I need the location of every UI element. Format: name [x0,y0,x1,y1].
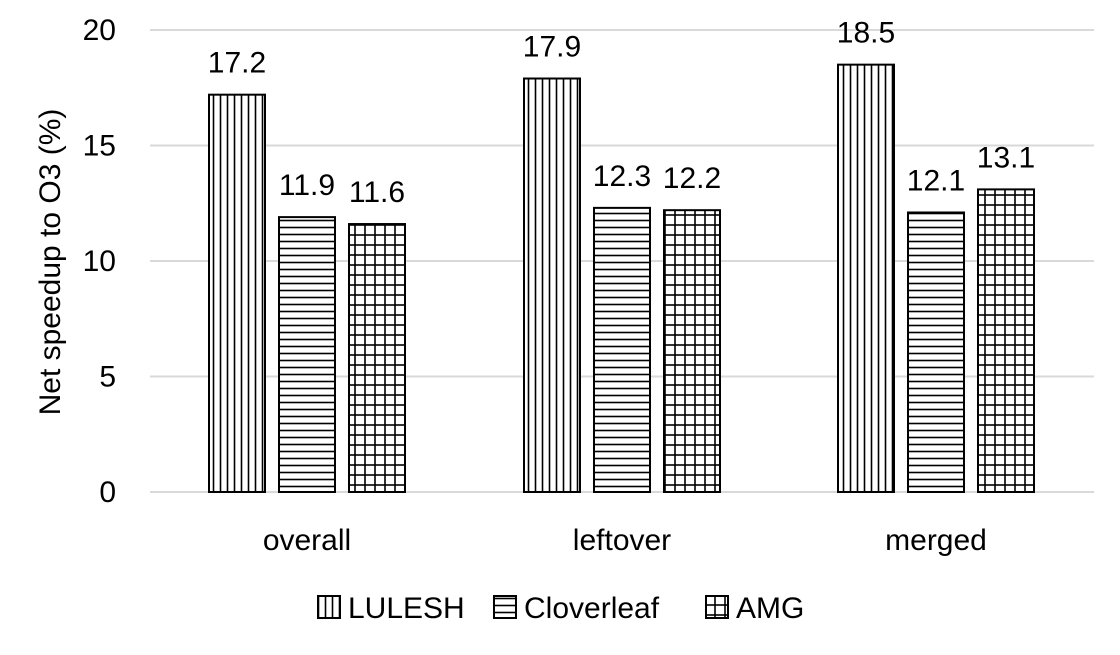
data-label: 12.2 [663,162,721,195]
y-axis-title: Net speedup to O3 (%) [34,109,67,416]
x-axis-categories: overall leftover merged [263,524,987,557]
bar-lulesh-overall [208,93,266,494]
legend-swatch [705,595,729,619]
bar-cloverleaf-merged [907,211,965,494]
data-label: 11.9 [279,169,335,202]
bar-lulesh-merged [837,63,895,494]
data-label: 13.1 [977,141,1035,174]
bars [208,63,1035,494]
y-tick-label: 20 [83,14,116,47]
legend-item-amg: AMG [705,592,804,625]
bar-lulesh-leftover [523,77,581,493]
x-category-label: leftover [573,524,671,557]
legend-label: LULESH [348,592,465,625]
y-tick-label: 0 [99,476,116,509]
y-tick-label: 5 [99,361,116,394]
bar-cloverleaf-overall [278,216,336,494]
y-tick-label: 15 [83,130,116,163]
y-axis-ticks: 0 5 10 15 20 [83,14,116,509]
data-label: 17.2 [208,47,266,80]
bar-amg-leftover [663,209,721,493]
y-tick-label: 10 [83,245,116,278]
legend-label: AMG [736,592,804,625]
bar-amg-merged [977,188,1035,493]
data-labels: 17.2 17.9 18.5 11.9 12.3 12.1 11.6 12.2 13.1 [208,17,1035,209]
legend-label: Cloverleaf [524,592,660,625]
data-label: 11.6 [349,176,405,209]
bar-cloverleaf-leftover [593,206,651,493]
legend-swatch [317,595,341,619]
data-label: 12.3 [593,160,651,193]
bar-amg-overall [348,223,406,493]
legend-item-cloverleaf: Cloverleaf [493,592,660,625]
legend: LULESH Cloverleaf AMG [317,592,804,625]
x-category-label: overall [263,524,351,557]
data-label: 18.5 [837,17,895,50]
legend-item-lulesh: LULESH [317,592,465,625]
x-category-label: merged [885,524,987,557]
legend-swatch [493,595,517,619]
data-label: 17.9 [523,31,581,64]
data-label: 12.1 [907,164,965,197]
